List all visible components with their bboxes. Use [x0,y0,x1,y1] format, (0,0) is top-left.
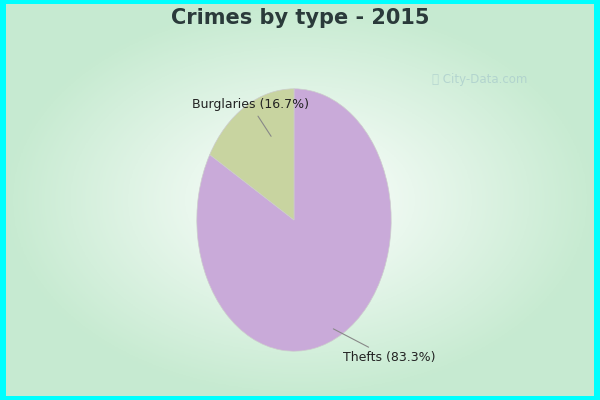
Text: Crimes by type - 2015: Crimes by type - 2015 [171,8,429,28]
Wedge shape [210,89,294,220]
Wedge shape [197,89,391,351]
Text: ⓘ City-Data.com: ⓘ City-Data.com [432,74,527,86]
Text: Thefts (83.3%): Thefts (83.3%) [334,329,435,364]
Text: Burglaries (16.7%): Burglaries (16.7%) [192,98,309,136]
